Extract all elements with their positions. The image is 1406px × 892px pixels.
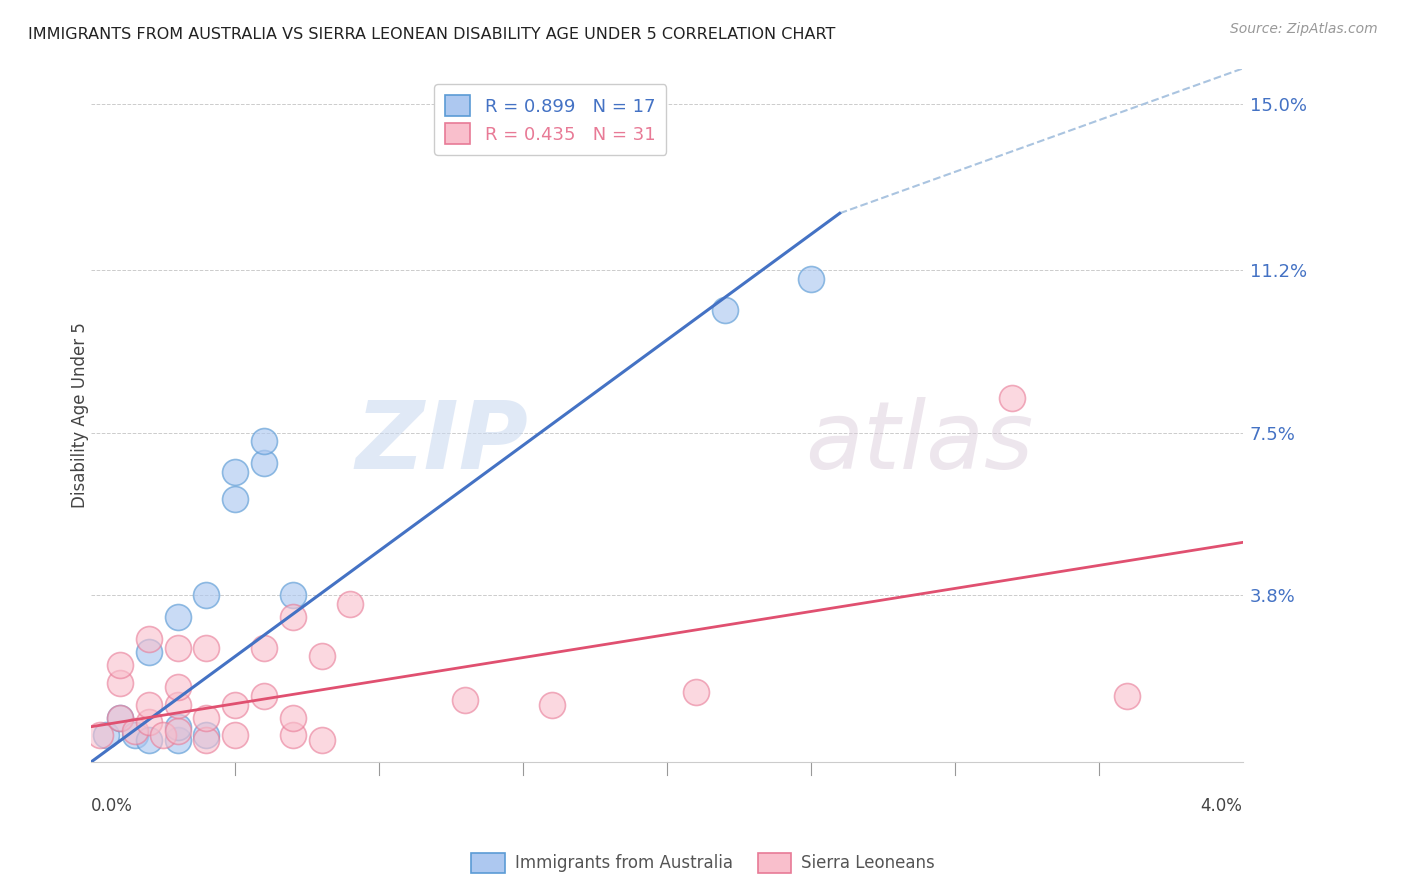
Point [166, 640, 188, 655]
Point [253, 640, 276, 655]
Point [253, 434, 276, 449]
Point [166, 720, 188, 734]
Point [281, 729, 304, 743]
Point [89, 729, 111, 743]
Point [108, 658, 131, 673]
Text: 4.0%: 4.0% [1201, 797, 1243, 815]
Point [224, 465, 246, 479]
Point [124, 729, 146, 743]
Point [166, 698, 188, 712]
Point [195, 711, 218, 725]
Point [800, 272, 823, 286]
Y-axis label: Disability Age Under 5: Disability Age Under 5 [72, 322, 89, 508]
Point [138, 715, 160, 730]
Point [138, 698, 160, 712]
Point [224, 729, 246, 743]
Text: IMMIGRANTS FROM AUSTRALIA VS SIERRA LEONEAN DISABILITY AGE UNDER 5 CORRELATION C: IMMIGRANTS FROM AUSTRALIA VS SIERRA LEON… [28, 27, 835, 42]
Point [152, 729, 174, 743]
Legend: Immigrants from Australia, Sierra Leoneans: Immigrants from Australia, Sierra Leonea… [464, 847, 942, 880]
Point [124, 724, 146, 739]
Text: atlas: atlas [806, 397, 1033, 489]
Text: 0.0%: 0.0% [91, 797, 134, 815]
Point [108, 711, 131, 725]
Point [195, 729, 218, 743]
Point [1001, 391, 1024, 405]
Point [713, 302, 735, 317]
Point [311, 732, 333, 747]
Point [138, 632, 160, 646]
Text: Source: ZipAtlas.com: Source: ZipAtlas.com [1230, 22, 1378, 37]
Point [108, 675, 131, 690]
Point [253, 457, 276, 471]
Text: ZIP: ZIP [356, 397, 529, 489]
Point [195, 588, 218, 602]
Point [1116, 689, 1139, 703]
Point [281, 711, 304, 725]
Point [540, 698, 562, 712]
Point [166, 724, 188, 739]
Point [195, 640, 218, 655]
Point [224, 698, 246, 712]
Point [94, 729, 117, 743]
Point [195, 732, 218, 747]
Point [454, 693, 477, 707]
Point [685, 684, 707, 698]
Point [108, 711, 131, 725]
Point [339, 597, 361, 611]
Point [224, 491, 246, 506]
Point [253, 689, 276, 703]
Point [166, 732, 188, 747]
Point [281, 610, 304, 624]
Point [138, 732, 160, 747]
Point [166, 680, 188, 694]
Legend: R = 0.899   N = 17, R = 0.435   N = 31: R = 0.899 N = 17, R = 0.435 N = 31 [434, 85, 666, 155]
Point [166, 610, 188, 624]
Point [311, 649, 333, 664]
Point [138, 645, 160, 659]
Point [281, 588, 304, 602]
